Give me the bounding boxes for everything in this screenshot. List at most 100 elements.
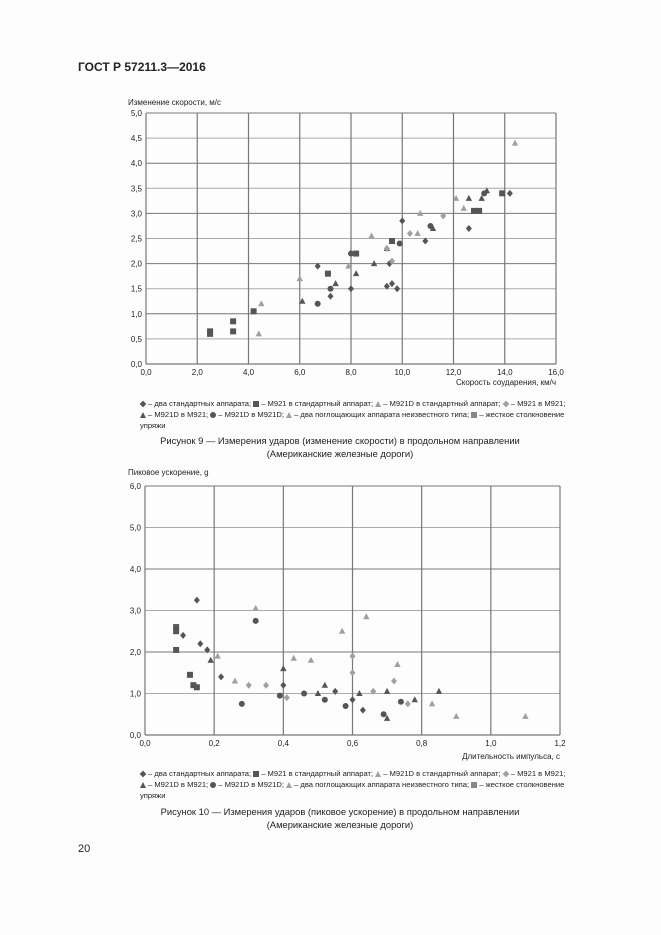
legend-item: – M921D в M921D; [210, 410, 286, 419]
chart1-xtick-label: 14,0 [497, 368, 513, 377]
chart1-point [416, 209, 424, 216]
chart2-point [342, 702, 349, 709]
legend-item: – M921D в M921D; [210, 780, 286, 789]
chart2-point [252, 604, 259, 611]
chart2-point [186, 671, 193, 678]
chart1-point [471, 207, 477, 214]
chart1-ytick-label: 2,5 [131, 235, 143, 244]
chart2-point [238, 700, 245, 707]
chart1-xtick-label: 6,0 [294, 368, 306, 377]
triangle-hatched-marker-icon [286, 782, 293, 788]
chart1-point [396, 240, 403, 247]
chart1-point [394, 285, 401, 293]
square-dark-marker-icon [253, 771, 260, 777]
chart2-point [290, 654, 297, 661]
square-gray-marker-icon [471, 782, 478, 788]
chart1-xtick-label: 0,0 [140, 368, 152, 377]
legend-label: – жесткое столкновение упряжи [140, 780, 565, 800]
chart2-ytick-label: 3,0 [130, 607, 142, 616]
triangle-hatched-marker-icon [286, 412, 293, 418]
chart1-point [427, 222, 434, 229]
chart1-point [368, 232, 375, 239]
legend-item: – M921D в стандартный аппарат; [375, 769, 503, 778]
chart1-ytick-label: 4,0 [131, 159, 143, 168]
legend-label: – два поглощающих аппарата неизвестного … [294, 410, 472, 419]
legend-label: – M921 в стандартный аппарат; [261, 399, 376, 408]
chart1-point [348, 285, 354, 293]
chart1-point [250, 308, 257, 315]
legend-item: – M921 в M921; [502, 399, 566, 408]
chart1-xtick-label: 2,0 [192, 368, 204, 377]
chart2-point [314, 690, 322, 696]
chart2-point [180, 631, 187, 639]
legend-label: – M921 в M921; [510, 769, 566, 778]
chart1-point [440, 212, 447, 220]
chart2-ytick-label: 1,0 [130, 690, 142, 699]
chart1-point [406, 229, 413, 237]
chart2-legend: – два стандартных аппарата; – M921 в ста… [139, 768, 570, 801]
chart2-point [321, 681, 329, 688]
chart2-point [307, 656, 315, 663]
chart1-point [399, 217, 406, 225]
page-number: 20 [78, 843, 91, 855]
chart2-point [383, 714, 391, 721]
chart2-point [283, 694, 290, 702]
chart2-xtick-label: 0,0 [139, 739, 151, 748]
chart2-point [204, 646, 211, 654]
chart1-point [230, 328, 237, 335]
chart1-point [345, 262, 352, 269]
chart2-ytick-label: 5,0 [130, 524, 142, 533]
legend-item: – M921D в M921; [140, 780, 210, 789]
legend-label: – M921 в M921; [510, 399, 566, 408]
chart1-point [511, 139, 519, 146]
diamond-dark-marker-icon [139, 400, 147, 408]
square-dark-marker-icon [253, 401, 260, 407]
triangle-light-marker-icon [375, 771, 382, 777]
chart1-ytick-label: 5,0 [131, 109, 143, 118]
circle-dark-marker-icon [210, 782, 217, 788]
chart1-point [383, 282, 390, 290]
chart1-point [314, 300, 321, 307]
legend-label: – M921 в стандартный аппарат; [261, 769, 376, 778]
chart1-xtick-label: 4,0 [243, 368, 255, 377]
chart1-ytick-label: 1,5 [131, 285, 143, 294]
caption-line2: (Американские железные дороги) [266, 819, 414, 830]
legend-item: – два стандартных аппарата; [139, 769, 254, 778]
legend-label: – два стандартных аппарата; [148, 769, 254, 778]
circle-dark-marker-icon [210, 412, 217, 418]
chart2-point [173, 624, 180, 631]
chart1-point [258, 300, 265, 307]
chart1-point [389, 280, 395, 288]
chart2-point [173, 646, 180, 653]
chart2-point [363, 613, 370, 620]
chart2-point [380, 711, 387, 718]
chart1-xlabel: Скорость соударения, км/ч [455, 378, 556, 387]
chart1-point [389, 238, 395, 245]
chart2-point [349, 696, 356, 704]
chart2-point [522, 712, 529, 719]
chart2-point [332, 687, 339, 695]
chart2-point [411, 696, 418, 703]
chart2-point [252, 617, 259, 624]
legend-label: – жесткое столкновение упряжи [140, 410, 565, 430]
chart1-point [327, 292, 334, 300]
chart1-point [429, 224, 437, 231]
diamond-light-marker-icon [502, 770, 510, 778]
chart1-ytick-label: 1,0 [131, 310, 143, 319]
chart2-ylabel: Пиковое ускорение, g [128, 468, 209, 477]
chart2-point [435, 687, 443, 694]
chart1-xtick-label: 12,0 [446, 368, 462, 377]
chart1-xtick-label: 16,0 [548, 368, 564, 377]
legend-label: – M921D в стандартный аппарат; [383, 769, 503, 778]
chart1-point [348, 250, 354, 257]
chart1-point [476, 207, 483, 214]
caption-line1: Рисунок 10 — Измерения ударов (пиковое у… [160, 806, 520, 817]
chart1-point [230, 318, 237, 325]
chart1-ytick-label: 2,0 [131, 260, 143, 269]
chart2-xtick-label: 0,4 [278, 739, 290, 748]
chart1-point [370, 260, 378, 267]
chart1-point [299, 297, 306, 304]
chart2-xtick-label: 1,0 [485, 739, 497, 748]
chart2-xtick-label: 0,8 [416, 739, 428, 748]
legend-item: – два стандартных аппарата; [139, 399, 253, 408]
